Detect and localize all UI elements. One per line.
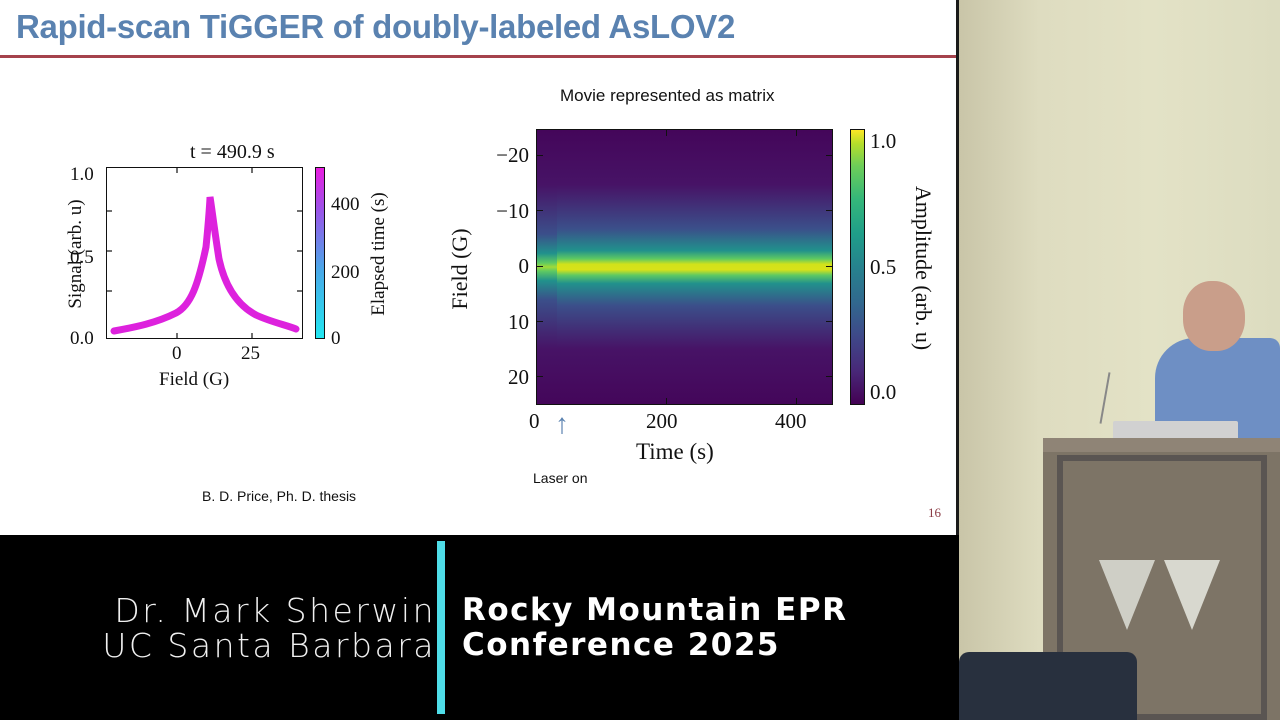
event-name-line2: Conference 2025 [462,627,780,663]
amp-tick-1: 1.0 [870,129,897,153]
presentation-slide: Rapid-scan TiGGER of doubly-labeled AsLO… [0,0,956,535]
left-plot-xlabel: Field (G) [159,369,230,390]
chair [959,652,1137,720]
speaker-name: Dr. Mark Sherwin [114,591,436,630]
amplitude-colorbar [850,129,865,405]
cbar-tick-400: 400 [331,194,360,215]
right-ytick-10: 10 [508,310,529,334]
laptop [1113,421,1238,441]
right-xtick-200: 200 [646,409,678,433]
left-ytick-05: 0.5 [70,247,94,268]
right-plot-xlabel: Time (s) [636,439,714,464]
citation: B. D. Price, Ph. D. thesis [202,488,357,504]
lower-third-banner [0,535,958,720]
slide-page-number: 16 [928,505,941,520]
microphone-icon [1099,372,1111,424]
cbar-tick-200: 200 [331,262,360,283]
right-ytick-n20: −20 [496,143,529,167]
pre-laser-region [537,130,557,404]
event-name-line1: Rocky Mountain EPR [462,592,848,628]
left-plot-title: t = 490.9 s [190,141,275,163]
left-xtick-25: 25 [241,343,260,364]
speaker-head [1183,281,1245,351]
podium-logo-icon [1099,560,1155,630]
slide-title: Rapid-scan TiGGER of doubly-labeled AsLO… [16,8,736,45]
left-xtick-0: 0 [172,343,182,364]
right-ytick-0: 0 [518,254,530,278]
left-ytick-0: 0.0 [70,328,94,349]
amp-tick-05: 0.5 [870,255,897,279]
slide-edge [956,0,959,535]
right-plot-ylabel: Field (G) [447,228,472,310]
laser-on-arrow-icon: ↑ [555,408,569,439]
right-ytick-n10: −10 [496,199,529,223]
speaker-camera-feed [959,0,1280,720]
cbar-tick-0: 0 [331,328,341,349]
banner-separator [437,541,445,714]
left-plot-axes [105,166,303,339]
field-time-heatmap [536,129,833,405]
amp-tick-0: 0.0 [870,380,897,404]
spectrum-line [105,166,303,339]
elapsed-time-colorbar [315,167,325,339]
right-ytick-20: 20 [508,365,529,389]
right-xtick-400: 400 [775,409,807,433]
left-ytick-1: 1.0 [70,164,94,185]
title-divider [0,55,956,58]
right-xtick-0: 0 [529,409,540,433]
right-plot-title: Movie represented as matrix [560,86,775,105]
amplitude-colorbar-label: Amplitude (arb. u) [911,185,936,351]
laser-on-label: Laser on [533,470,588,486]
speaker-affiliation: UC Santa Barbara [102,626,436,665]
left-colorbar-label: Elapsed time (s) [368,192,389,316]
